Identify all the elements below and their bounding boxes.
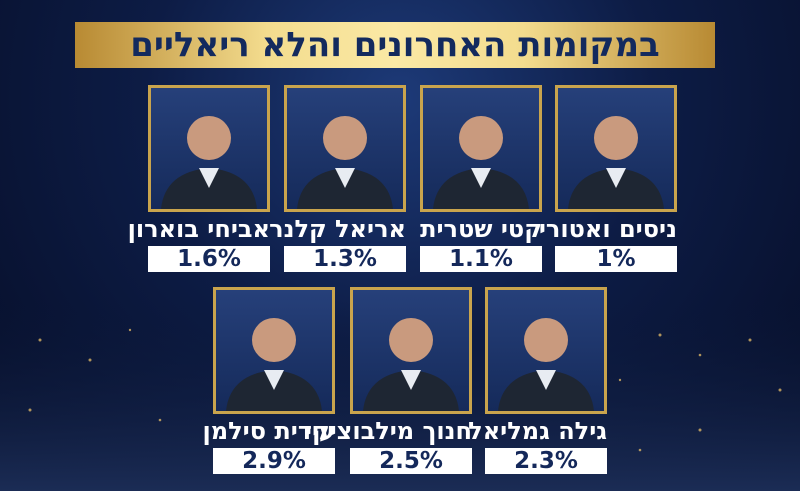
candidate-photo bbox=[213, 287, 335, 414]
candidate-photo bbox=[555, 85, 677, 212]
candidate-card: אביחי בוארון 1.6% bbox=[127, 85, 270, 272]
candidate-card: גילה גמליאל 2.3% bbox=[468, 287, 607, 474]
candidate-percent: 1.6% bbox=[148, 246, 270, 272]
candidate-photo bbox=[420, 85, 542, 212]
candidate-card: עידית סילמן 2.9% bbox=[202, 287, 335, 474]
candidate-name: ניסים ואטורי bbox=[538, 215, 677, 243]
candidate-percent: 2.5% bbox=[350, 448, 472, 474]
candidate-percent: 1.3% bbox=[284, 246, 406, 272]
candidate-percent: 1.1% bbox=[420, 246, 542, 272]
candidate-photo bbox=[284, 85, 406, 212]
candidate-percent: 2.3% bbox=[485, 448, 607, 474]
candidate-card: ניסים ואטורי 1% bbox=[538, 85, 677, 272]
candidate-percent: 1% bbox=[555, 246, 677, 272]
title: במקומות האחרונים והלא ריאליים bbox=[130, 25, 660, 65]
candidate-name: עידית סילמן bbox=[202, 417, 335, 445]
candidate-name: חנוך מילבוציקי bbox=[304, 417, 472, 445]
candidate-name: אביחי בוארון bbox=[127, 215, 270, 243]
candidate-card: אריאל קלנר 1.3% bbox=[269, 85, 406, 272]
candidate-name: קטי שטרית bbox=[420, 215, 542, 243]
candidate-card: קטי שטרית 1.1% bbox=[420, 85, 542, 272]
candidate-photo bbox=[485, 287, 607, 414]
candidate-name: גילה גמליאל bbox=[468, 417, 607, 445]
candidate-card: חנוך מילבוציקי 2.5% bbox=[304, 287, 472, 474]
title-banner: במקומות האחרונים והלא ריאליים bbox=[75, 22, 715, 68]
candidate-percent: 2.9% bbox=[213, 448, 335, 474]
candidate-photo bbox=[148, 85, 270, 212]
candidate-name: אריאל קלנר bbox=[269, 215, 406, 243]
candidate-photo bbox=[350, 287, 472, 414]
